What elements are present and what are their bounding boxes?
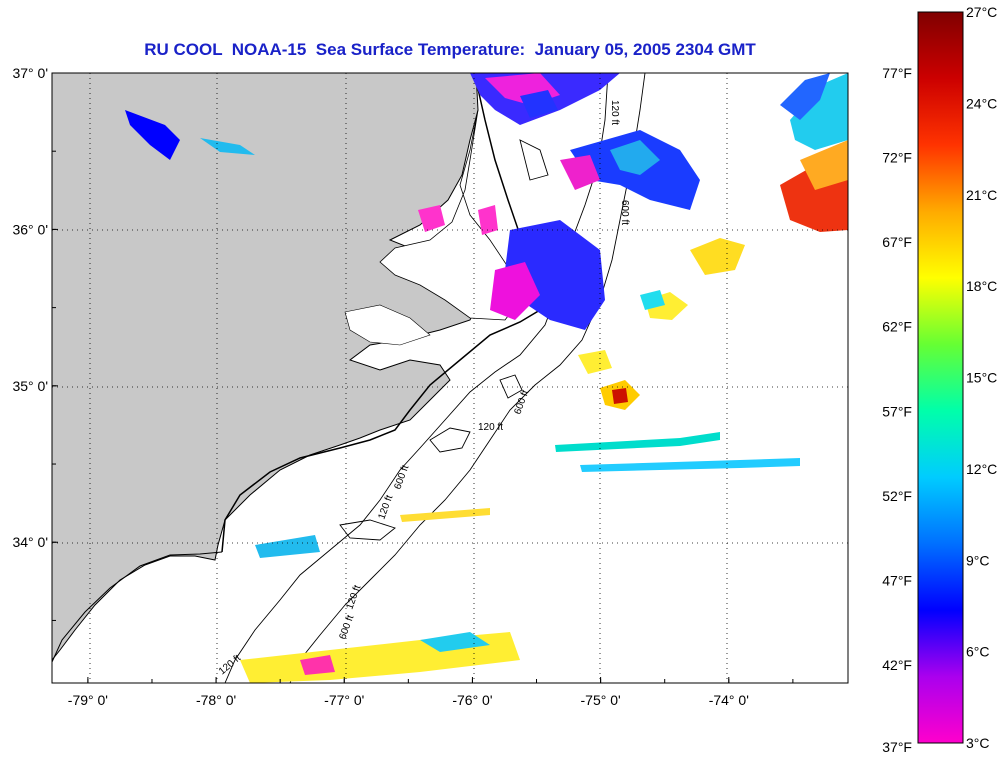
y-axis: 37° 0' 36° 0' 35° 0' 34° 0' — [12, 65, 58, 621]
coast-sea — [52, 551, 223, 663]
grid-lines — [52, 73, 848, 683]
x-axis: -79° 0' -78° 0' -77° 0' -76° 0' -75° 0' -74° … — [68, 677, 794, 708]
sst-cluster-sound-pink — [418, 205, 445, 232]
colorbar-c-label: 15°C — [966, 370, 997, 386]
x-tick-label: -77° 0' — [324, 692, 364, 708]
x-tick-label: -78° 0' — [196, 692, 236, 708]
sst-cluster-south-1 — [255, 535, 320, 558]
sst-cluster-streak-2 — [580, 458, 800, 472]
sst-cluster-gulf-blue — [780, 73, 830, 120]
land-mass — [52, 73, 481, 661]
sst-cluster-lake-blue — [125, 110, 180, 160]
colorbar-f-label: 67°F — [882, 234, 912, 250]
sst-cluster-cyan-1 — [640, 290, 665, 310]
sst-cluster-sound-pink-2 — [478, 205, 498, 235]
colorbar-c-label: 24°C — [966, 95, 997, 111]
x-tick-label: -74° 0' — [709, 692, 749, 708]
sst-cluster-lake-cyan — [200, 138, 255, 155]
colorbar-c-label: 18°C — [966, 278, 997, 294]
bathymetry-contours — [224, 73, 646, 683]
sst-cluster-gulf-orange — [800, 140, 848, 190]
sst-cluster-gulf-cyan — [790, 73, 848, 150]
plot-frame — [51, 72, 849, 684]
sst-pixels — [125, 73, 848, 683]
x-tick-label: -76° 0' — [452, 692, 492, 708]
contour-label: 120 ft — [478, 422, 503, 433]
sst-cluster-east-cyan — [610, 140, 660, 175]
y-tick-label: 35° 0' — [12, 378, 48, 394]
sst-cluster-shore-pink — [490, 262, 540, 320]
colorbar — [917, 11, 964, 744]
colorbar-fahrenheit-labels: 77°F 72°F 67°F 62°F 57°F 52°F 47°F 42°F 37°F — [882, 65, 912, 755]
colorbar-c-label: 3°C — [966, 735, 990, 751]
colorbar-f-label: 57°F — [882, 403, 912, 419]
colorbar-f-label: 47°F — [882, 573, 912, 589]
barrier-islands — [221, 79, 543, 553]
sst-cluster-south-3 — [420, 632, 490, 652]
sst-cluster-yellow-4 — [578, 350, 612, 374]
sst-cluster-yellow-1 — [690, 238, 745, 275]
y-tick-label: 34° 0' — [12, 534, 48, 550]
sst-cluster-south-4 — [300, 655, 335, 675]
colorbar-c-label: 27°C — [966, 4, 997, 20]
contour-label: 600 ft — [619, 200, 630, 225]
x-tick-label: -75° 0' — [581, 692, 621, 708]
colorbar-celsius-labels: 27°C 24°C 21°C 18°C 15°C 12°C 9°C 6°C 3°C — [966, 4, 997, 751]
sst-cluster-streak-1 — [555, 432, 720, 452]
map-title: RU COOL NOAA-15 Sea Surface Temperature:… — [144, 40, 756, 59]
colorbar-f-label: 42°F — [882, 657, 912, 673]
y-tick-label: 36° 0' — [12, 221, 48, 237]
inland-bay — [344, 304, 431, 346]
colorbar-f-label: 72°F — [882, 150, 912, 166]
colorbar-c-label: 21°C — [966, 187, 997, 203]
colorbar-c-label: 6°C — [966, 644, 990, 660]
colorbar-c-label: 9°C — [966, 552, 990, 568]
colorbar-f-label: 37°F — [882, 739, 912, 755]
colorbar-c-label: 12°C — [966, 461, 997, 477]
colorbar-f-label: 52°F — [882, 488, 912, 504]
x-tick-label: -79° 0' — [68, 692, 108, 708]
sst-cluster-north-cyan — [520, 90, 558, 118]
sst-cluster-red-dot — [612, 388, 628, 404]
colorbar-f-label: 77°F — [882, 65, 912, 81]
y-tick-label: 37° 0' — [12, 65, 48, 81]
sst-cluster-pink-mid — [560, 155, 600, 190]
sound-water — [379, 109, 521, 321]
contour-label: 120 ft — [609, 100, 620, 125]
colorbar-f-label: 62°F — [882, 319, 912, 335]
sst-cluster-streak-3 — [400, 508, 490, 522]
